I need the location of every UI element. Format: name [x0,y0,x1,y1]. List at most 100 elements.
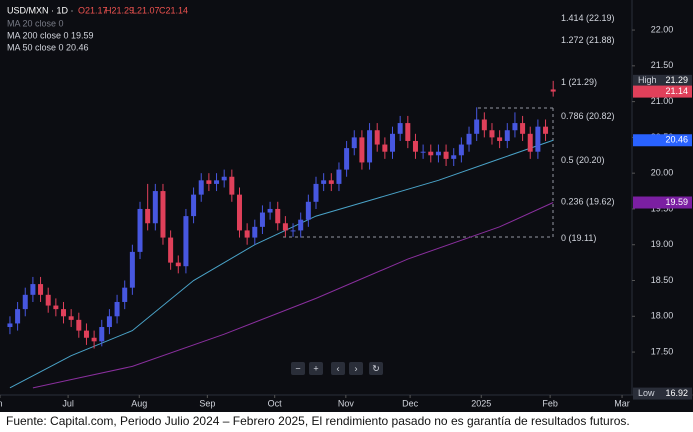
candle-body [443,151,449,159]
candle-body [328,180,334,184]
icon: ‹ [337,363,340,373]
candle-body [83,330,89,338]
legend-entry: MA 20 close 0 [7,18,64,28]
caption: Fuente: Capital.com, Periodo Julio 2024 … [6,414,630,428]
candle-body [99,327,105,342]
fib-label: 1.414 (22.19) [561,13,615,23]
candle-body [160,191,166,238]
candle-body [168,237,174,263]
candle-body [290,230,296,232]
legend: MA 20 close 0 MA 200 close 0 19.59 MA 50 c… [7,18,94,52]
candle-body [535,126,541,152]
candle-body [543,126,549,134]
price-badge [633,74,692,87]
candle-body [221,176,227,181]
candle-body [183,216,189,267]
icon: + [313,363,318,373]
candle-body [458,144,464,156]
candle-body [504,130,510,141]
legend-entry: MA 50 close 0 20.46 [7,42,89,52]
candle-body [428,151,434,156]
ohlc-value: H21.29 [105,5,134,15]
x-tick-label: Sep [199,398,215,408]
candle-body [550,89,556,92]
candle-body [451,155,457,159]
candle-body [68,316,74,320]
candle-body [282,223,288,231]
candle-body [367,130,373,163]
x-tick-label: Aug [131,398,147,408]
y-tick-label: 21.00 [651,96,674,106]
candle-body [236,194,242,231]
candle-body [198,180,204,195]
candle-body [53,305,59,310]
candle-body [137,208,143,252]
y-tick-label: 18.00 [651,311,674,321]
fib-label: 0 (19.11) [561,233,596,243]
price-badge [633,196,692,209]
zoom-out-button[interactable] [291,362,305,375]
candle-body [313,183,319,202]
icon: − [295,363,300,373]
candle-body [474,119,480,134]
x-tick-label: Oct [268,398,283,408]
price-badge [633,134,692,147]
background [0,0,693,412]
candle-body [229,176,235,195]
symbol: USD/MXN · 1D · [7,5,74,15]
candle-body [38,284,44,295]
candle-body [15,309,21,324]
x-tick-label: Mar [614,398,630,408]
candle-body [420,151,426,153]
y-tick-label: 22.00 [651,24,674,34]
candle-body [374,130,380,145]
x-tick-label: Jul [62,398,74,408]
moving-average-line [32,202,554,389]
candle-body [489,130,495,138]
y-tick-label: 20.00 [651,168,674,178]
candle-body [61,309,67,317]
y-tick-label: 18.50 [651,275,674,285]
badge-value: 19.59 [665,197,688,207]
price-badge [633,387,692,400]
candle-body [397,123,403,134]
candle-body [129,251,135,288]
fib-range [283,107,554,238]
candle-body [22,294,28,310]
candle-body [106,316,112,328]
scroll-right-button[interactable] [349,362,363,375]
toolbar: − + ‹ › ↻ [291,362,383,375]
candle-body [145,208,151,224]
x-tick-label: Dec [402,398,419,408]
y-tick-label: 17.50 [651,346,674,356]
candle-body [390,133,396,152]
zoom-in-button[interactable] [309,362,323,375]
candle-body [359,137,365,163]
candle-body [412,140,418,152]
ohlc-value: O21.17 [78,5,108,15]
x-tick-label: 2025 [471,398,491,408]
badge-value: 20.46 [665,135,688,145]
candle-body [466,133,472,145]
candle-body [497,137,503,141]
candle-body [336,169,342,184]
x-tick-label: Nov [338,398,355,408]
candle-body [520,123,526,134]
fib-label: 1 (21.29) [561,77,597,87]
candle-body [351,137,357,149]
x-tick-label: Feb [542,398,558,408]
candle-body [175,262,181,267]
badge-value: 21.29 [665,75,688,85]
reset-button[interactable] [369,362,383,375]
scroll-left-button[interactable] [331,362,345,375]
fib-label: 0.236 (19.62) [561,197,615,207]
candle-body [114,301,120,317]
candle-body [7,323,13,328]
candle-body [214,180,220,184]
y-tick-label: 19.00 [651,239,674,249]
candle-body [275,208,281,224]
legend-entry: MA 200 close 0 19.59 [7,30,94,40]
price-badge [633,85,692,98]
